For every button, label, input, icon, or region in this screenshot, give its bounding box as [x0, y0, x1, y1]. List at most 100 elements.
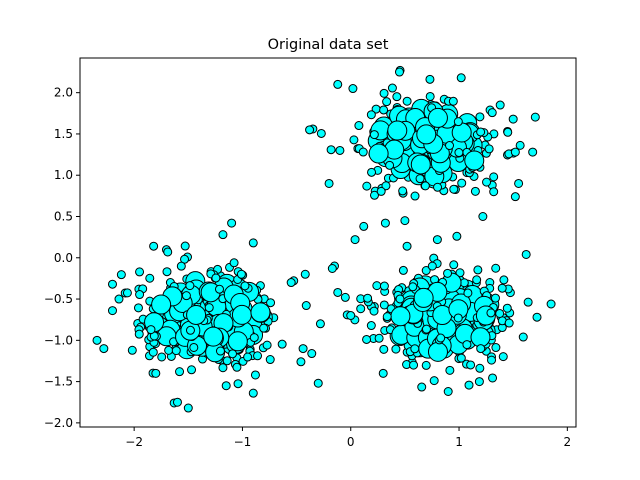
data-point [391, 344, 401, 354]
plot-frame [79, 57, 577, 428]
data-point [475, 112, 485, 122]
data-point [454, 148, 464, 158]
data-point [416, 124, 437, 145]
data-point [92, 335, 102, 345]
data-point [232, 362, 242, 372]
data-point [387, 83, 397, 93]
data-point [449, 184, 459, 194]
data-point [133, 303, 143, 313]
data-point [135, 290, 145, 300]
data-point [390, 306, 411, 327]
data-point [107, 306, 117, 316]
data-point [400, 216, 410, 226]
x-tick-label: 2 [564, 435, 572, 449]
data-point [518, 332, 528, 342]
data-point [359, 221, 369, 231]
data-point [429, 376, 439, 386]
data-point [382, 312, 392, 322]
data-point [250, 302, 271, 323]
data-point [488, 373, 498, 383]
data-point [514, 178, 524, 188]
data-point [487, 108, 497, 118]
data-point [432, 235, 442, 245]
data-point [421, 360, 431, 370]
data-point [410, 191, 420, 201]
data-point [546, 299, 556, 309]
data-point [240, 281, 250, 291]
data-point [495, 308, 505, 318]
data-point [228, 349, 237, 359]
data-point [394, 67, 404, 77]
data-point [233, 379, 243, 389]
data-point [265, 355, 275, 365]
y-tick-label: 0.0 [54, 251, 73, 265]
data-point [363, 293, 373, 303]
data-point [486, 308, 496, 318]
data-point [425, 91, 435, 101]
data-point [151, 294, 172, 315]
data-point [369, 130, 379, 140]
data-point [187, 365, 197, 375]
data-point [504, 318, 514, 328]
data-point [420, 181, 430, 191]
data-point [497, 283, 507, 293]
data-point [262, 340, 272, 350]
data-point [490, 293, 500, 303]
data-point [114, 294, 124, 304]
data-point [379, 281, 389, 291]
data-point [381, 181, 391, 191]
data-point [204, 303, 214, 313]
data-point [157, 352, 167, 362]
y-axis: −2.0 −1.5 −1.0 −0.5 0.0 0.5 1.0 1.5 2.0 [44, 86, 80, 430]
data-point [369, 306, 379, 316]
data-point [449, 260, 459, 270]
data-point [487, 355, 497, 365]
data-point [402, 241, 412, 251]
data-point [402, 96, 412, 106]
y-tick-label: −1.5 [44, 375, 73, 389]
data-point [327, 264, 337, 273]
data-point [146, 325, 156, 335]
data-point [227, 218, 237, 228]
data-point [427, 261, 437, 271]
data-point [499, 275, 509, 285]
data-point [305, 125, 315, 135]
data-point [464, 380, 474, 390]
data-point [248, 388, 258, 398]
data-point [456, 73, 466, 83]
data-point [445, 365, 455, 375]
data-point [489, 172, 499, 182]
data-point [380, 218, 390, 228]
x-tick-label: 1 [455, 435, 463, 449]
data-point [436, 333, 446, 343]
data-point [410, 344, 420, 354]
data-point [135, 267, 145, 277]
data-point [180, 241, 190, 251]
data-point [340, 292, 350, 302]
data-point [296, 357, 306, 367]
data-point [266, 298, 276, 308]
x-tick-label: −1 [234, 435, 252, 449]
data-point [379, 88, 389, 98]
data-point [176, 261, 186, 271]
data-point [350, 235, 360, 245]
y-tick-label: −1.0 [44, 333, 73, 347]
chart-title: Original data set [268, 37, 389, 53]
data-point [369, 190, 379, 200]
data-point [358, 147, 368, 157]
data-point [510, 192, 520, 202]
data-point [333, 79, 343, 89]
data-point [456, 353, 466, 363]
y-tick-label: 1.0 [54, 168, 73, 182]
x-tick-label: −2 [125, 435, 143, 449]
data-point [277, 339, 287, 349]
data-point [316, 128, 326, 138]
data-point [462, 340, 472, 350]
data-point [236, 269, 246, 279]
data-point [452, 231, 462, 241]
x-tick-label: 0 [347, 435, 355, 449]
data-point [463, 288, 473, 298]
data-point [443, 387, 453, 396]
data-point [172, 397, 182, 407]
